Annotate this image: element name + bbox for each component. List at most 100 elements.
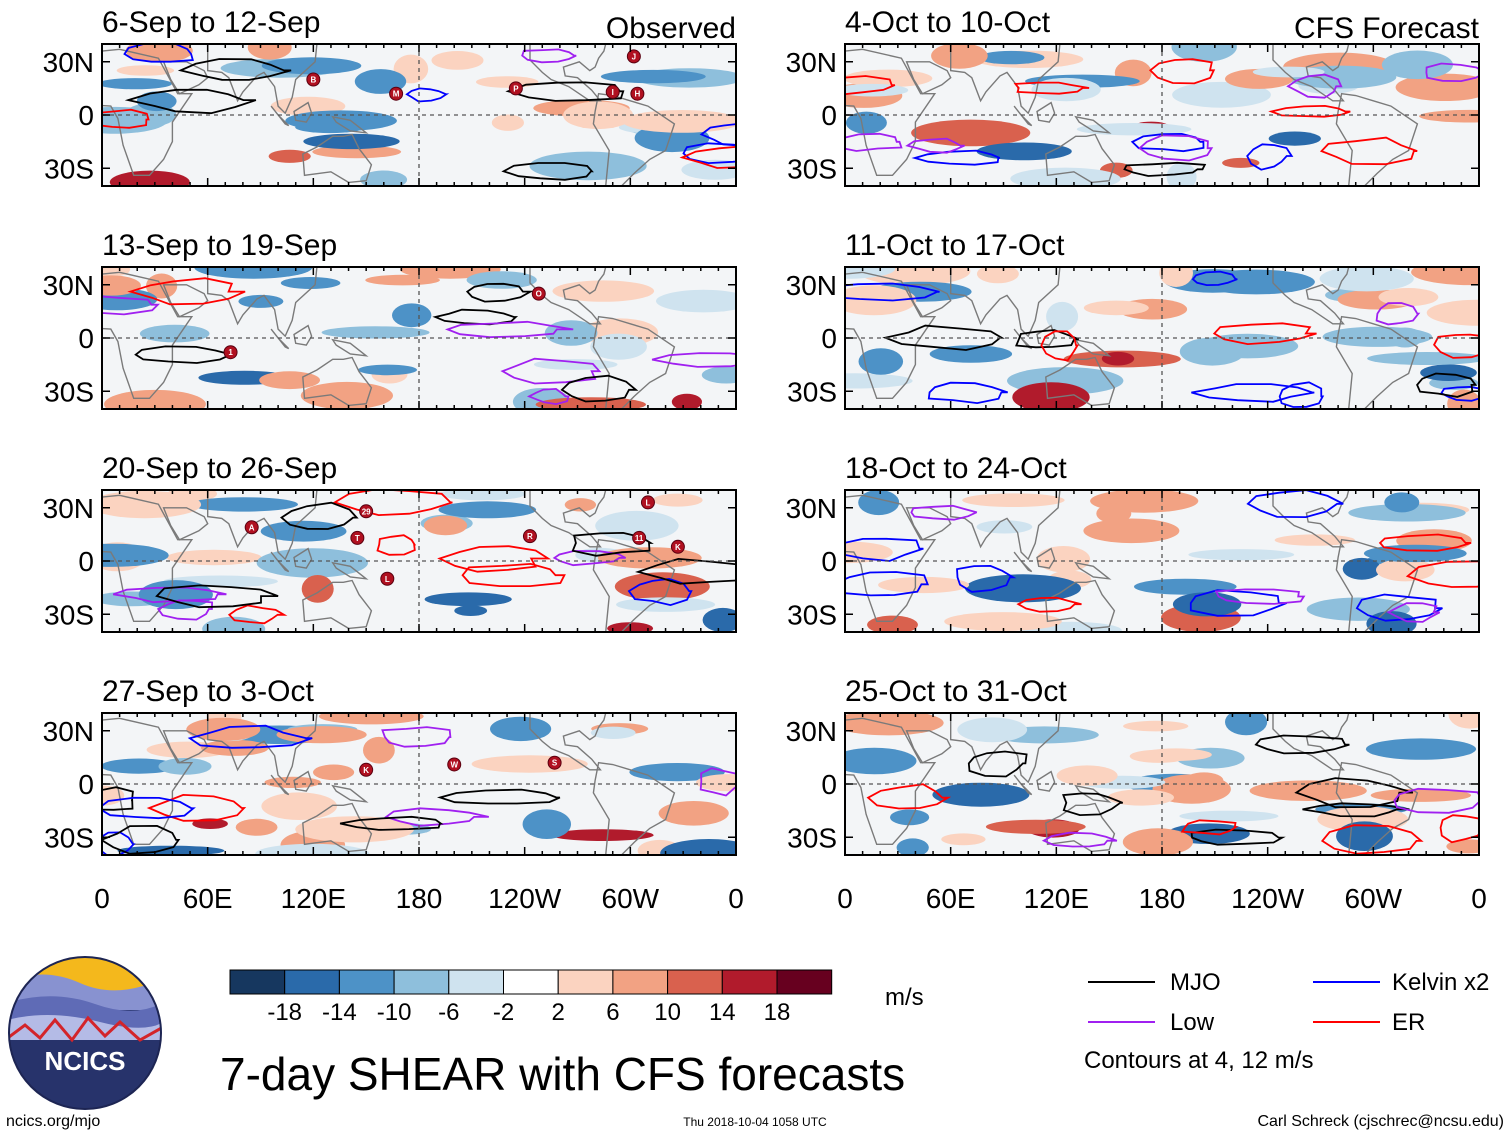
lat-tick-label: 30S xyxy=(44,376,94,407)
shear-blob xyxy=(652,493,703,507)
colorbar-tick-label: -18 xyxy=(267,999,302,1026)
shear-blob xyxy=(300,381,393,409)
coastline xyxy=(293,101,313,123)
storm-symbol-icon xyxy=(244,520,259,535)
coastline xyxy=(529,490,607,548)
coastline xyxy=(592,315,676,409)
shear-blob xyxy=(1056,765,1118,786)
coastline xyxy=(658,267,676,268)
storm-symbol-icon xyxy=(630,86,645,101)
wave-contour xyxy=(376,534,417,556)
coastline xyxy=(845,48,937,176)
wave-contour xyxy=(1286,73,1343,99)
storm-symbol-icon xyxy=(389,86,404,101)
wave-contour xyxy=(1212,322,1317,346)
coastline xyxy=(1013,105,1033,127)
storm-marker: K xyxy=(670,539,685,554)
storm-marker: B xyxy=(306,72,321,87)
shear-blob xyxy=(845,111,887,134)
legend-label-kelvin: Kelvin x2 xyxy=(1392,969,1489,996)
coastline xyxy=(331,561,369,580)
wave-contour xyxy=(1191,383,1315,403)
shear-blob xyxy=(261,792,337,820)
wave-contour xyxy=(177,58,292,81)
wave-contour xyxy=(437,545,552,573)
shear-blob xyxy=(102,78,172,90)
wave-contour xyxy=(1013,81,1090,95)
legend-label-mjo: MJO xyxy=(1170,969,1221,996)
wave-contour xyxy=(124,88,257,115)
coastline xyxy=(845,494,937,622)
shear-blob xyxy=(235,818,278,836)
shear-blob xyxy=(1378,288,1439,307)
coastline xyxy=(1013,328,1033,350)
shear-blob xyxy=(1446,839,1479,854)
website-link[interactable]: ncics.org/mjo xyxy=(6,1113,100,1130)
wave-contour xyxy=(1302,802,1410,818)
shear-blob xyxy=(1366,611,1417,632)
storm-marker: 11 xyxy=(632,530,647,545)
colorbar-swatch xyxy=(776,969,833,995)
lat-tick-label: 30S xyxy=(44,153,94,184)
wave-contour xyxy=(882,324,1005,351)
lat-tick-label: 0 xyxy=(78,323,94,354)
shear-blob xyxy=(194,267,313,279)
wave-contour xyxy=(436,788,561,805)
shear-blob xyxy=(671,393,702,409)
shear-blob xyxy=(490,716,552,742)
shear-blob xyxy=(533,359,618,370)
storm-marker: S xyxy=(547,755,562,770)
shear-blob xyxy=(303,133,400,150)
shear-blob xyxy=(985,819,1086,834)
shear-blob xyxy=(858,348,904,375)
shear-blob xyxy=(202,616,266,632)
storm-symbol-icon xyxy=(626,49,641,64)
lon-tick-label: 120E xyxy=(1024,883,1089,914)
coastline xyxy=(162,730,209,764)
shear-blob xyxy=(491,114,524,131)
lat-tick-label: 0 xyxy=(821,546,837,577)
shear-blob xyxy=(125,44,193,63)
coastline xyxy=(270,774,290,796)
wave-contour xyxy=(465,282,534,303)
coastline xyxy=(293,547,313,569)
ncics-logo-text: NCICS xyxy=(45,1046,126,1076)
lat-tick-label: 30N xyxy=(43,270,94,301)
storm-label: A xyxy=(249,523,255,532)
shear-blob xyxy=(358,364,417,376)
wave-contour xyxy=(187,724,313,749)
shear-blob xyxy=(932,782,1030,807)
colorbar-tick-label: -14 xyxy=(322,999,357,1026)
colorbar-swatch xyxy=(448,969,504,995)
coastline xyxy=(905,284,952,318)
coastline xyxy=(1335,92,1419,186)
shear-blob xyxy=(522,809,571,839)
panel-field xyxy=(845,267,1479,409)
coastline xyxy=(1036,770,1056,792)
storm-label: J xyxy=(632,52,636,61)
coastline xyxy=(102,271,194,399)
storm-symbol-icon xyxy=(447,757,462,772)
panel-title: 4-Oct to 10-Oct xyxy=(845,6,1051,39)
storm-symbol-icon xyxy=(632,530,647,545)
shear-blob xyxy=(564,498,597,512)
ncics-logo: NCICS xyxy=(8,956,162,1110)
wave-contour xyxy=(102,796,196,820)
wave-contour xyxy=(1246,143,1294,171)
lon-tick-label: 180 xyxy=(1139,883,1186,914)
storm-label: 29 xyxy=(362,507,371,516)
wave-contour xyxy=(1375,302,1421,326)
colorbar-tick-label: -6 xyxy=(438,999,459,1026)
shear-blob xyxy=(1083,300,1149,316)
storm-label: R xyxy=(527,532,533,541)
storm-marker: K xyxy=(359,762,374,777)
shear-blob xyxy=(590,333,647,360)
wave-contour xyxy=(1355,593,1443,622)
coastline xyxy=(1045,133,1116,184)
shear-blob xyxy=(102,490,202,519)
wave-contour xyxy=(501,162,594,181)
coastline xyxy=(302,802,373,853)
wave-contour xyxy=(905,137,965,154)
lat-tick-label: 0 xyxy=(821,323,837,354)
storm-label: L xyxy=(385,575,390,584)
